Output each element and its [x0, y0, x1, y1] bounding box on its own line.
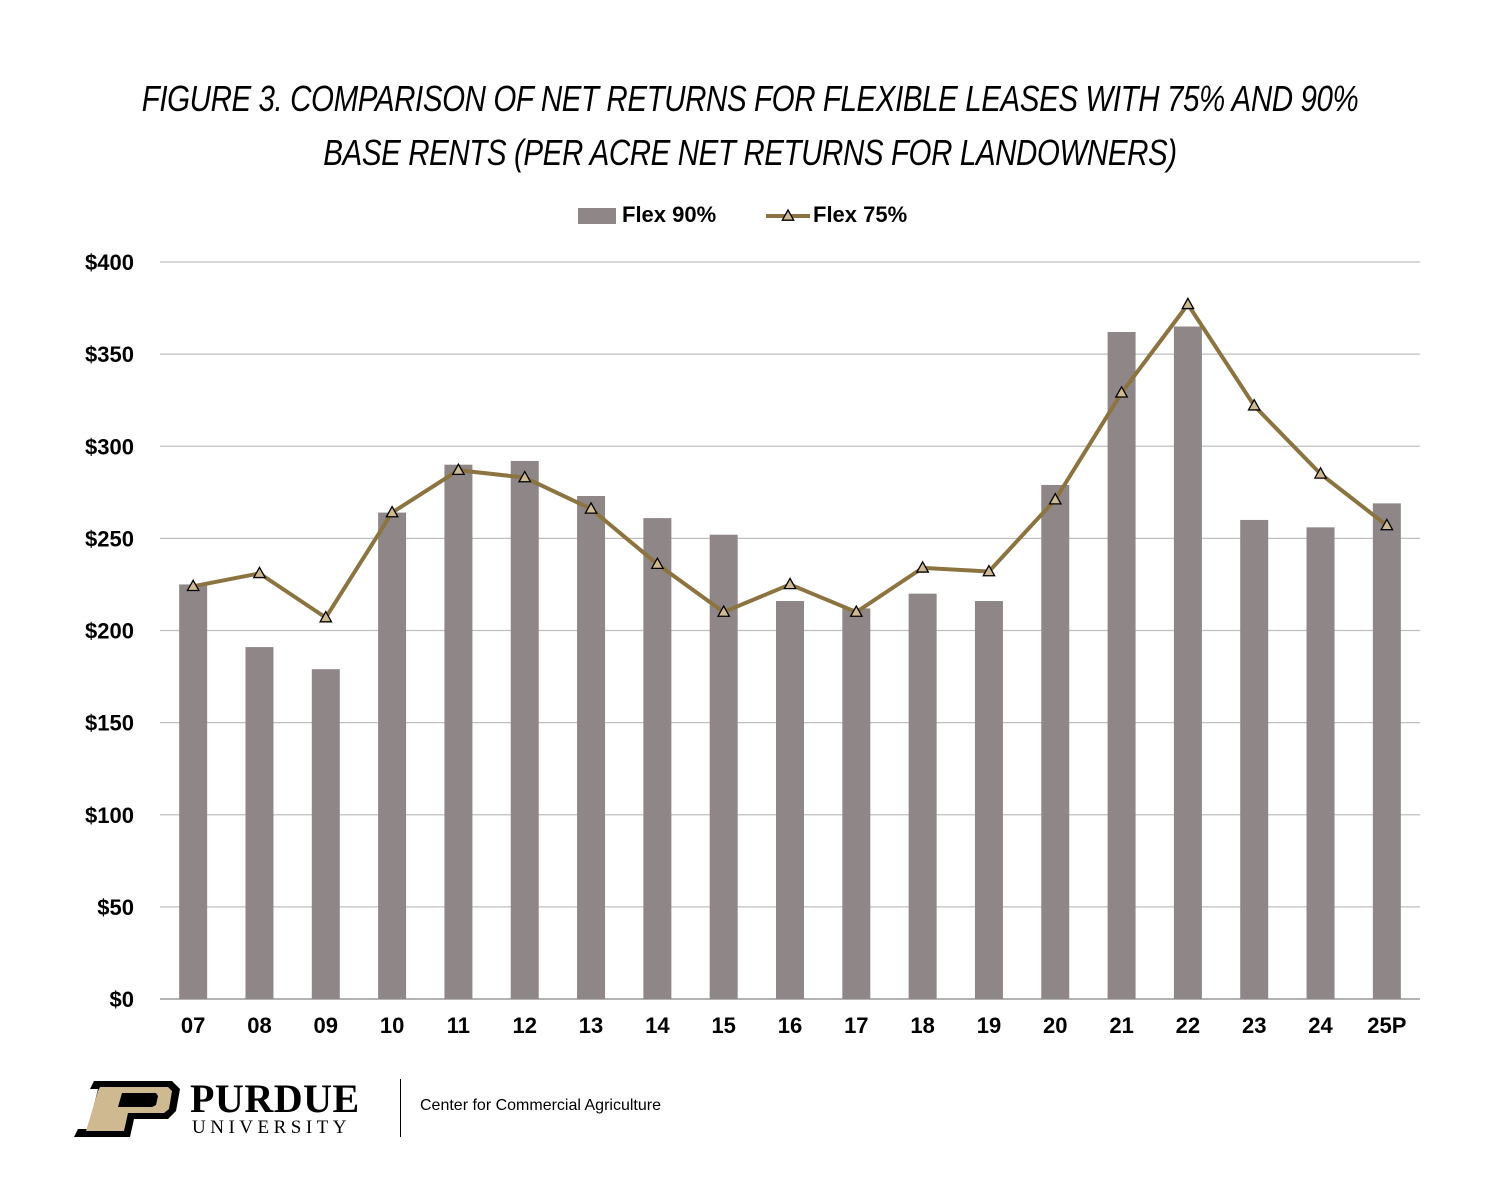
y-tick-label: $50: [97, 895, 134, 920]
point-flex-75: [451, 462, 466, 476]
bar-flex-90: [643, 518, 672, 999]
bar-flex-90: [974, 601, 1003, 999]
y-tick-label: $250: [85, 526, 134, 551]
bar-flex-90: [1240, 519, 1269, 999]
y-tick-label: $200: [85, 619, 134, 644]
bar-flex-90: [577, 495, 606, 999]
x-tick-label: 09: [314, 1013, 338, 1038]
purdue-wordmark: PURDUE: [190, 1076, 360, 1121]
y-tick-label: $100: [85, 803, 134, 828]
point-flex-75: [584, 501, 598, 514]
footer: PURDUE UNIVERSITY Center for Commercial …: [72, 1075, 772, 1145]
x-tick-label: 22: [1176, 1013, 1200, 1038]
point-flex-75: [1114, 385, 1129, 398]
chart-title: FIGURE 3. COMPARISON OF NET RETURNS FOR …: [135, 72, 1365, 180]
point-flex-75: [716, 604, 731, 617]
x-tick-label: 08: [247, 1013, 271, 1038]
bar-flex-90: [179, 584, 208, 999]
point-flex-75: [252, 566, 267, 579]
center-name: Center for Commercial Agriculture: [420, 1097, 661, 1114]
bar-flex-90: [1306, 527, 1335, 999]
y-tick-label: $0: [110, 987, 134, 1012]
x-tick-label: 21: [1109, 1013, 1133, 1038]
bar-flex-90: [245, 647, 274, 999]
point-flex-75: [1380, 518, 1394, 531]
legend: Flex 90% Flex 75%: [578, 202, 907, 227]
x-tick-label: 12: [512, 1013, 536, 1038]
chart-title-line-2: BASE RENTS (PER ACRE NET RETURNS FOR LAN…: [323, 132, 1177, 173]
point-flex-75: [783, 577, 797, 590]
chart-title-line-1: FIGURE 3. COMPARISON OF NET RETURNS FOR …: [141, 78, 1359, 119]
bar-flex-90: [1173, 326, 1202, 999]
flex-75-series-line: [192, 302, 1389, 620]
bar-flex-90: [842, 608, 871, 999]
x-tick-label: 16: [778, 1013, 802, 1038]
x-tick-label: 14: [645, 1013, 670, 1038]
footer-divider: [400, 1079, 401, 1137]
x-tick-label: 24: [1308, 1013, 1333, 1038]
x-axis-ticks: 07 08 09 10 11 12 13 14 15 16 17 18 19 20 21 22 23 24 25P: [181, 1013, 1407, 1038]
legend-label-flex-90: Flex 90%: [622, 202, 716, 227]
point-flex-75: [517, 470, 532, 483]
purdue-p-logo: [74, 1081, 180, 1137]
y-tick-label: $300: [85, 434, 134, 459]
x-tick-label: 11: [447, 1013, 470, 1038]
point-flex-75: [1048, 492, 1063, 505]
legend-label-flex-75: Flex 75%: [813, 202, 907, 227]
point-flex-75: [650, 556, 665, 570]
y-tick-label: $150: [85, 711, 134, 736]
bar-flex-90: [908, 593, 937, 999]
bar-flex-90: [378, 512, 407, 999]
point-flex-75: [385, 505, 399, 518]
point-flex-75: [1247, 398, 1262, 411]
x-tick-label: 15: [711, 1013, 735, 1038]
x-tick-label: 23: [1242, 1013, 1266, 1038]
y-tick-label: $400: [85, 250, 134, 275]
point-flex-75: [982, 564, 996, 577]
bar-flex-90: [444, 464, 473, 999]
bar-flex-90: [1107, 332, 1136, 999]
point-flex-75: [915, 560, 930, 573]
x-tick-label: 20: [1043, 1013, 1067, 1038]
flex-90-bars: [179, 326, 1401, 999]
x-tick-label: 13: [579, 1013, 603, 1038]
point-flex-75: [849, 604, 864, 617]
x-tick-label: 07: [181, 1013, 205, 1038]
x-tick-label: 25P: [1367, 1013, 1406, 1038]
x-tick-label: 10: [380, 1013, 404, 1038]
legend-swatch-flex-90: [578, 208, 616, 224]
point-flex-75: [318, 610, 333, 623]
point-flex-75: [186, 578, 200, 592]
chart: Flex 90% Flex 75% $0 $50 $100 $150 $200 $250 $3…: [85, 202, 1420, 1038]
point-flex-75: [1313, 466, 1328, 479]
bar-flex-90: [510, 460, 539, 999]
bar-flex-90: [1041, 484, 1070, 999]
legend-marker-flex-75: [781, 208, 795, 221]
bar-flex-90: [776, 601, 804, 999]
y-tick-label: $350: [85, 342, 134, 367]
bar-flex-90: [311, 669, 340, 999]
x-tick-label: 19: [977, 1013, 1001, 1038]
university-wordmark: UNIVERSITY: [192, 1117, 351, 1138]
point-flex-75: [1181, 297, 1195, 310]
bar-flex-90: [1372, 503, 1401, 999]
x-tick-label: 18: [910, 1013, 934, 1038]
x-tick-label: 17: [844, 1013, 868, 1038]
flex-75-line: [186, 297, 1394, 623]
y-axis-ticks: $0 $50 $100 $150 $200 $250 $300 $350 $400: [85, 250, 134, 1012]
